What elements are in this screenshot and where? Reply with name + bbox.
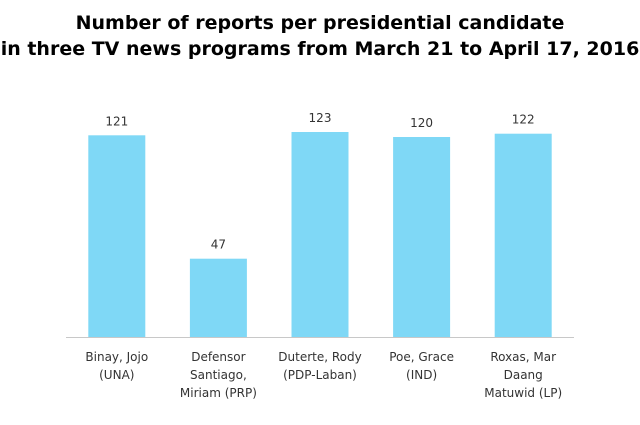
chart-title-line-2: in three TV news programs from March 21 … <box>0 38 640 60</box>
category-label-0-line-1: (UNA) <box>99 368 134 382</box>
category-label-3-line-1: (IND) <box>406 368 437 382</box>
value-labels-group: 121 47 123 120 122 <box>105 111 534 252</box>
bar-value-label-0: 121 <box>105 114 128 128</box>
category-label-2-line-1: (PDP-Laban) <box>283 368 357 382</box>
bar-3 <box>393 137 451 337</box>
category-label-1-line-1: Santiago, <box>190 368 247 382</box>
bar-value-label-2: 123 <box>309 111 332 125</box>
bar-value-label-1: 47 <box>211 238 226 252</box>
category-label-1-line-2: Miriam (PRP) <box>180 386 257 400</box>
bar-2 <box>291 132 349 337</box>
chart-title: Number of reports per presidential candi… <box>0 10 640 62</box>
category-label-1-line-0: Defensor <box>191 350 245 364</box>
bar-value-label-4: 122 <box>512 113 535 127</box>
category-label-4-line-1: Daang <box>504 368 543 382</box>
category-label-3-line-0: Poe, Grace <box>389 350 454 364</box>
category-label-0-line-0: Binay, Jojo <box>85 350 148 364</box>
category-label-4-line-0: Roxas, Mar <box>490 350 556 364</box>
bar-1 <box>189 258 247 337</box>
bar-4 <box>494 133 552 337</box>
bars-group <box>88 132 552 337</box>
bar-0 <box>88 135 146 337</box>
category-labels-group: Binay, Jojo (UNA) Defensor Santiago, Miriam … <box>85 350 562 400</box>
bar-value-label-3: 120 <box>410 116 433 130</box>
chart-title-line-1: Number of reports per presidential candi… <box>75 12 565 34</box>
category-label-2-line-0: Duterte, Rody <box>278 350 361 364</box>
category-label-4-line-2: Matuwid (LP) <box>484 386 562 400</box>
